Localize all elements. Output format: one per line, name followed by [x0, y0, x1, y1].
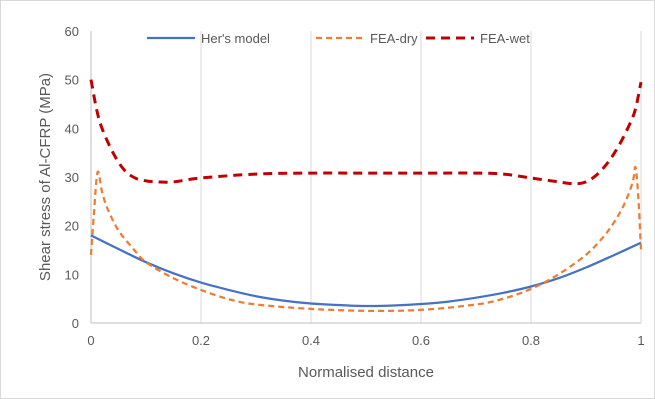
- series-line-fea-wet: [89, 79, 643, 186]
- x-axis-title: Normalised distance: [298, 364, 434, 381]
- axes: [90, 31, 641, 324]
- legend-label: FEA-dry: [370, 31, 418, 46]
- x-tick-label: 1: [637, 333, 644, 348]
- legend: Her's model FEA-dry FEA-wet: [147, 31, 530, 46]
- x-tick-label: 0.2: [192, 333, 210, 348]
- y-tick-label: 40: [65, 121, 79, 136]
- legend-label: FEA-wet: [480, 31, 530, 46]
- legend-label: Her's model: [201, 31, 270, 46]
- y-tick-label: 60: [65, 24, 79, 39]
- x-tick-label: 0.8: [522, 333, 540, 348]
- y-tick-label: 0: [72, 316, 79, 331]
- y-tick-label: 50: [65, 73, 79, 88]
- legend-item: FEA-wet: [426, 31, 530, 46]
- legend-item: Her's model: [147, 31, 270, 46]
- y-axis-title: Shear stress of Al-CFRP (MPa): [37, 73, 54, 281]
- y-tick-label: 10: [65, 267, 79, 282]
- y-tick-label: 30: [65, 170, 79, 185]
- x-tick-label: 0: [87, 333, 94, 348]
- series-lines: [89, 79, 643, 313]
- legend-item: FEA-dry: [316, 31, 418, 46]
- series-line-her-s-model: [90, 234, 642, 308]
- x-tick-label: 0.4: [302, 333, 320, 348]
- series-line-fea-dry: [89, 165, 643, 313]
- y-tick-label: 20: [65, 219, 79, 234]
- x-tick-label: 0.6: [412, 333, 430, 348]
- gridlines: [200, 31, 642, 323]
